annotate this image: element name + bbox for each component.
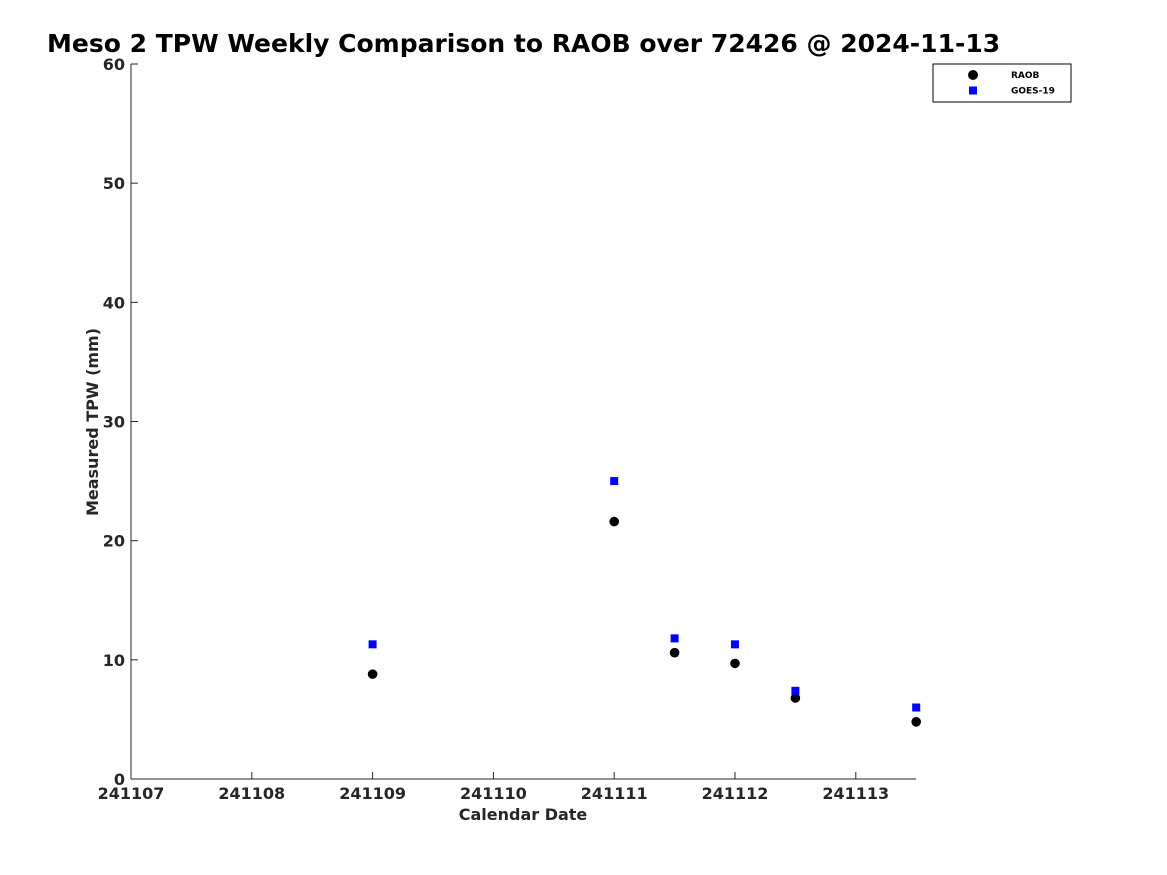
y-tick-label: 0 <box>114 770 125 789</box>
y-axis-label: Measured TPW (mm) <box>83 328 102 516</box>
goes-19-point <box>731 640 739 649</box>
legend: RAOB GOES-19 <box>932 63 1072 103</box>
goes-19-point <box>610 477 619 486</box>
raob-point <box>911 717 921 727</box>
x-tick-label: 241111 <box>581 784 648 803</box>
goes-19-point <box>368 640 377 649</box>
raob-point <box>609 516 619 527</box>
raob-point <box>790 693 801 703</box>
goes-19-point <box>912 703 921 712</box>
x-axis-label: Calendar Date <box>459 805 588 824</box>
x-tick-label: 241107 <box>98 784 165 803</box>
y-tick-label: 50 <box>103 174 125 193</box>
x-tick-label: 241108 <box>218 784 285 803</box>
y-tick-label: 40 <box>103 293 125 312</box>
plot-axes <box>130 64 916 780</box>
y-tick-label: 30 <box>103 413 125 432</box>
y-tick-label: 10 <box>103 651 125 670</box>
chart-title: Meso 2 TPW Weekly Comparison to RAOB ove… <box>47 29 1000 58</box>
x-tick-label: 241112 <box>702 784 769 803</box>
data-points <box>367 477 921 727</box>
x-axis-ticks: 241107 241108 241109 241110 241111 241112 2411… <box>98 772 889 803</box>
raob-point <box>367 669 378 679</box>
legend-label: GOES-19 <box>1011 87 1055 97</box>
legend-marker-raob <box>968 70 978 80</box>
legend-label: RAOB <box>1011 71 1040 81</box>
y-axis-ticks: 0 10 20 30 40 50 60 <box>103 55 138 789</box>
y-tick-label: 60 <box>103 55 125 74</box>
x-tick-label: 241113 <box>822 784 889 803</box>
x-tick-label: 241110 <box>460 784 527 803</box>
y-tick-label: 20 <box>103 532 125 551</box>
legend-box <box>932 63 1072 103</box>
goes-19-point <box>670 634 679 643</box>
goes-19-point <box>791 686 800 695</box>
x-tick-label: 241109 <box>339 784 406 803</box>
raob-point <box>730 658 740 669</box>
raob-point <box>669 647 680 658</box>
legend-marker-goes-19 <box>969 86 977 95</box>
